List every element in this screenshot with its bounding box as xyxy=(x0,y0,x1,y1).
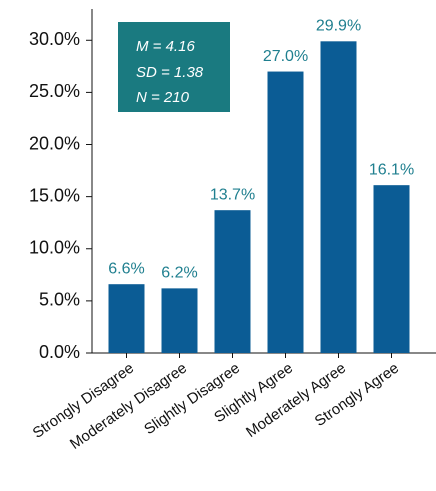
bar xyxy=(161,288,198,353)
value-label: 16.1% xyxy=(369,161,414,178)
value-label: 6.6% xyxy=(108,260,144,277)
y-tick-label: 30.0% xyxy=(29,29,80,49)
bar xyxy=(267,71,304,353)
bar xyxy=(373,185,410,353)
value-label: 29.9% xyxy=(316,18,361,35)
annotation: M = 4.16 xyxy=(136,38,195,55)
annotation: SD = 1.38 xyxy=(136,64,204,81)
y-tick-label: 15.0% xyxy=(29,185,80,205)
y-tick-label: 10.0% xyxy=(29,238,80,258)
bar xyxy=(108,284,145,353)
value-label: 27.0% xyxy=(263,48,308,65)
value-label: 6.2% xyxy=(161,265,197,282)
y-tick-label: 5.0% xyxy=(39,290,80,310)
annotation: N = 210 xyxy=(136,89,190,106)
bar xyxy=(320,41,357,353)
y-tick-label: 0.0% xyxy=(39,342,80,362)
annotation-box xyxy=(118,22,230,112)
x-tick-label: Slightly Disagree xyxy=(141,360,243,438)
y-tick-label: 25.0% xyxy=(29,81,80,101)
value-label: 13.7% xyxy=(210,186,255,203)
y-tick-label: 20.0% xyxy=(29,133,80,153)
bar xyxy=(214,210,251,353)
